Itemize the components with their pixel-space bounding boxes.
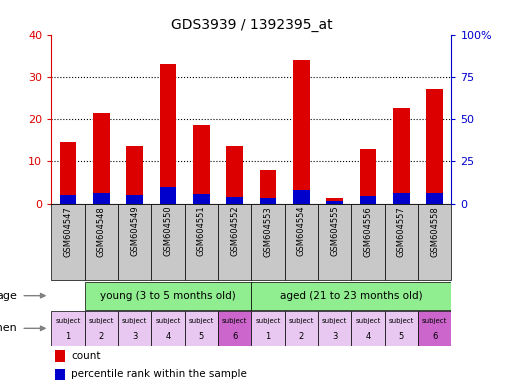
Text: subject: subject [389,318,414,324]
Bar [351,204,385,280]
Text: count: count [71,351,101,361]
Bar [93,192,110,204]
Bar [385,204,418,280]
Text: 3: 3 [132,333,137,341]
Text: GSM604550: GSM604550 [164,206,172,257]
Bar [218,311,251,346]
Text: 6: 6 [232,333,238,341]
Bar [218,204,251,280]
Bar [55,369,65,380]
Text: subject: subject [289,318,314,324]
Bar [418,204,451,280]
Bar [326,202,343,204]
Bar [51,204,85,280]
Bar [51,311,85,346]
Text: GSM604555: GSM604555 [330,206,339,257]
Bar [393,109,410,204]
Bar [293,190,310,204]
Text: 2: 2 [299,333,304,341]
Text: 1: 1 [65,333,71,341]
Bar [418,311,451,346]
Text: subject: subject [55,318,81,324]
Text: GSM604558: GSM604558 [430,206,439,257]
Bar [85,311,118,346]
Bar [193,194,210,204]
Bar [426,89,443,204]
Title: GDS3939 / 1392395_at: GDS3939 / 1392395_at [170,18,332,32]
Bar [60,195,76,204]
Text: subject: subject [255,318,281,324]
Bar [385,311,418,346]
Bar [360,149,377,204]
Text: subject: subject [322,318,347,324]
Bar [285,204,318,280]
Text: subject: subject [422,318,447,324]
Bar [260,170,277,204]
Text: 3: 3 [332,333,338,341]
Bar [351,311,385,346]
Bar [426,194,443,204]
Text: aged (21 to 23 months old): aged (21 to 23 months old) [280,291,423,301]
Text: 1: 1 [265,333,271,341]
Text: subject: subject [122,318,147,324]
Text: GSM604551: GSM604551 [197,206,206,257]
Bar [251,282,451,310]
Text: young (3 to 5 months old): young (3 to 5 months old) [100,291,236,301]
Bar [285,311,318,346]
Text: subject: subject [155,318,181,324]
Text: 5: 5 [399,333,404,341]
Text: 2: 2 [98,333,104,341]
Bar [293,60,310,204]
Text: GSM604549: GSM604549 [130,206,139,257]
Text: subject: subject [356,318,381,324]
Bar [126,195,143,204]
Bar [360,197,377,204]
Text: GSM604554: GSM604554 [297,206,306,257]
Bar [185,311,218,346]
Bar [226,147,243,204]
Bar [93,113,110,204]
Text: percentile rank within the sample: percentile rank within the sample [71,369,247,379]
Text: 4: 4 [165,333,171,341]
Bar [260,198,277,204]
Bar [251,204,285,280]
Text: 6: 6 [432,333,438,341]
Text: 5: 5 [199,333,204,341]
Text: subject: subject [189,318,214,324]
Text: specimen: specimen [0,323,17,333]
Text: 4: 4 [365,333,371,341]
Bar [326,199,343,204]
Bar [160,187,176,204]
Bar [393,194,410,204]
Bar [126,147,143,204]
Text: age: age [0,291,17,301]
Bar [226,197,243,204]
Bar [60,142,76,204]
Text: GSM604547: GSM604547 [64,206,72,257]
Bar [118,311,151,346]
Text: subject: subject [89,318,114,324]
Bar [318,311,351,346]
Bar [85,204,118,280]
Bar [118,204,151,280]
Text: GSM604553: GSM604553 [264,206,272,257]
Bar [55,350,65,362]
Bar [85,282,251,310]
Bar [151,204,185,280]
Text: subject: subject [222,318,247,324]
Text: GSM604548: GSM604548 [97,206,106,257]
Bar [151,311,185,346]
Bar [185,204,218,280]
Text: GSM604556: GSM604556 [364,206,372,257]
Bar [251,311,285,346]
Text: GSM604552: GSM604552 [230,206,239,257]
Bar [193,125,210,204]
Bar [160,64,176,204]
Bar [318,204,351,280]
Text: GSM604557: GSM604557 [397,206,406,257]
